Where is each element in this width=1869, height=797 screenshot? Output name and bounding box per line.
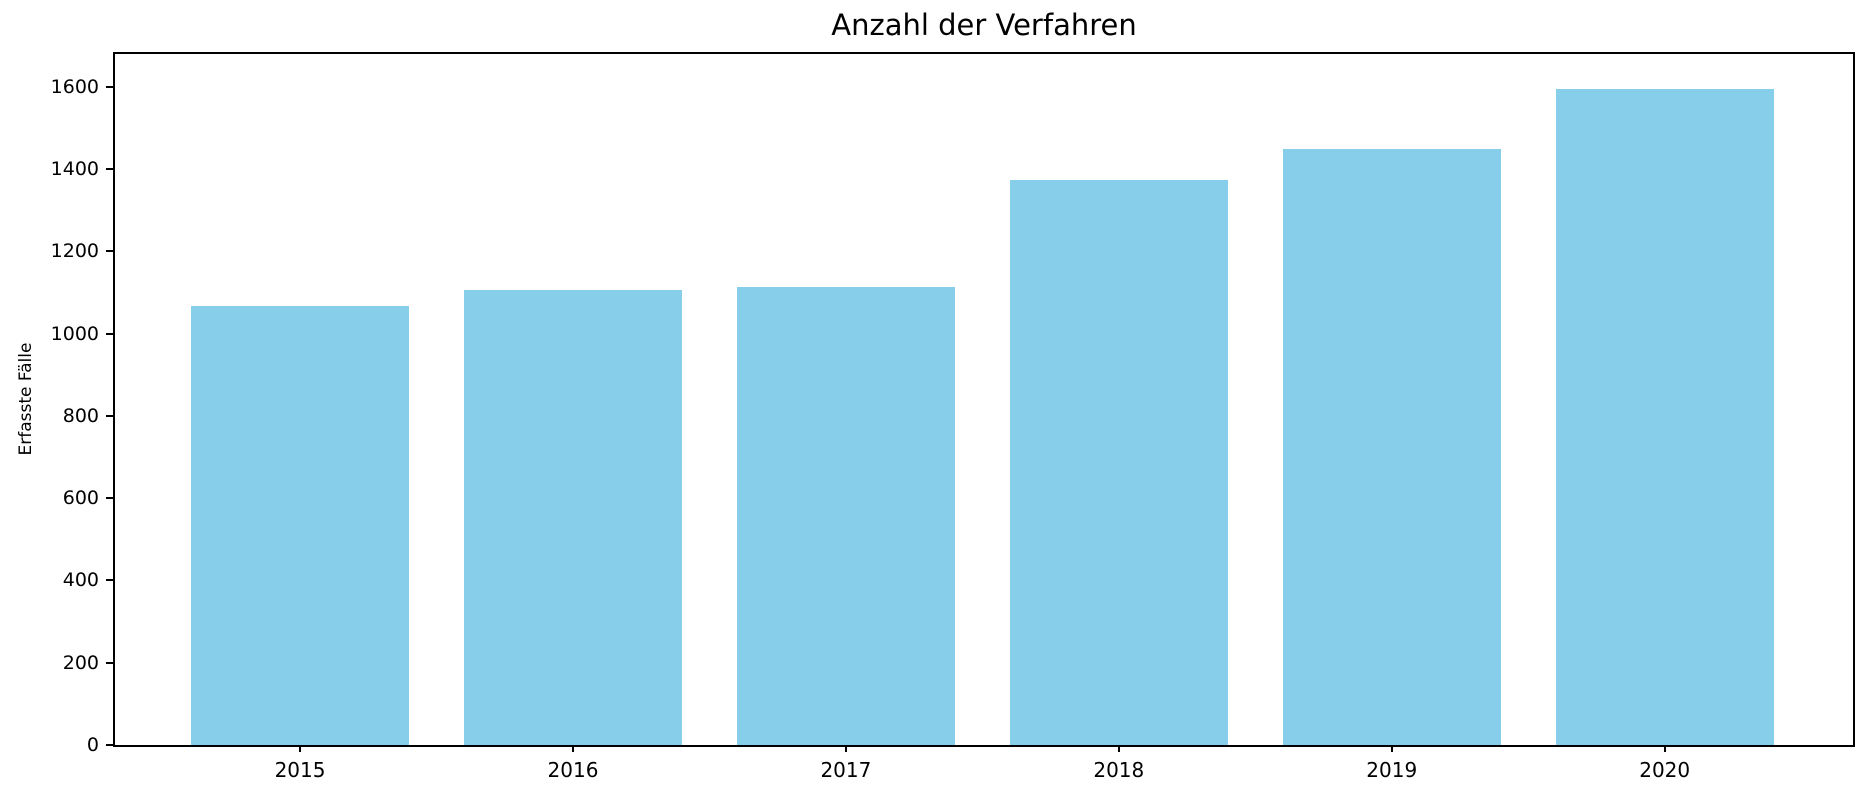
x-tick-label: 2016 [547, 758, 599, 782]
x-tick-label: 2015 [274, 758, 326, 782]
y-tick-label: 600 [62, 487, 99, 510]
y-tick-label: 800 [62, 404, 99, 427]
y-tick-mark [106, 661, 113, 664]
bar-2017 [736, 286, 956, 745]
y-tick-mark [106, 85, 113, 88]
bar-2018 [1009, 179, 1228, 745]
y-tick-label: 0 [86, 734, 99, 756]
bar-2016 [463, 289, 683, 745]
x-tick-mark [571, 745, 574, 752]
x-tick-mark [1390, 745, 1393, 752]
y-tick-label: 400 [62, 569, 99, 592]
x-tick-label: 2020 [1639, 758, 1691, 782]
x-tick-label: 2019 [1366, 758, 1418, 782]
x-tick-label: 2018 [1093, 758, 1145, 782]
plot-area: 2015 2016 2017 2018 2019 2020 0 200 400 600 800 100… [51, 52, 1855, 782]
y-tick-label: 200 [62, 651, 99, 674]
x-tick-mark [1663, 745, 1666, 752]
chart-title: Anzahl der Verfahren [831, 8, 1137, 42]
y-tick-mark [106, 579, 113, 582]
x-tick-label: 2017 [820, 758, 872, 782]
y-axis-label: Erfasste Fälle [16, 342, 36, 456]
y-tick-label: 1200 [50, 240, 99, 263]
y-tick-mark [106, 168, 113, 171]
y-tick-label: 1000 [50, 322, 99, 345]
x-tick-mark [1117, 745, 1120, 752]
y-tick-mark [106, 497, 113, 500]
bar-2019 [1282, 149, 1501, 745]
bar-2015 [190, 305, 410, 745]
y-tick-mark [106, 744, 113, 746]
y-tick-label: 1600 [50, 75, 99, 98]
y-tick-label: 1400 [50, 158, 99, 181]
y-tick-mark [106, 332, 113, 335]
y-tick-mark [106, 414, 113, 417]
bar-2020 [1555, 88, 1774, 745]
x-tick-mark [844, 745, 847, 752]
y-tick-mark [106, 250, 113, 253]
x-tick-mark [299, 745, 302, 752]
